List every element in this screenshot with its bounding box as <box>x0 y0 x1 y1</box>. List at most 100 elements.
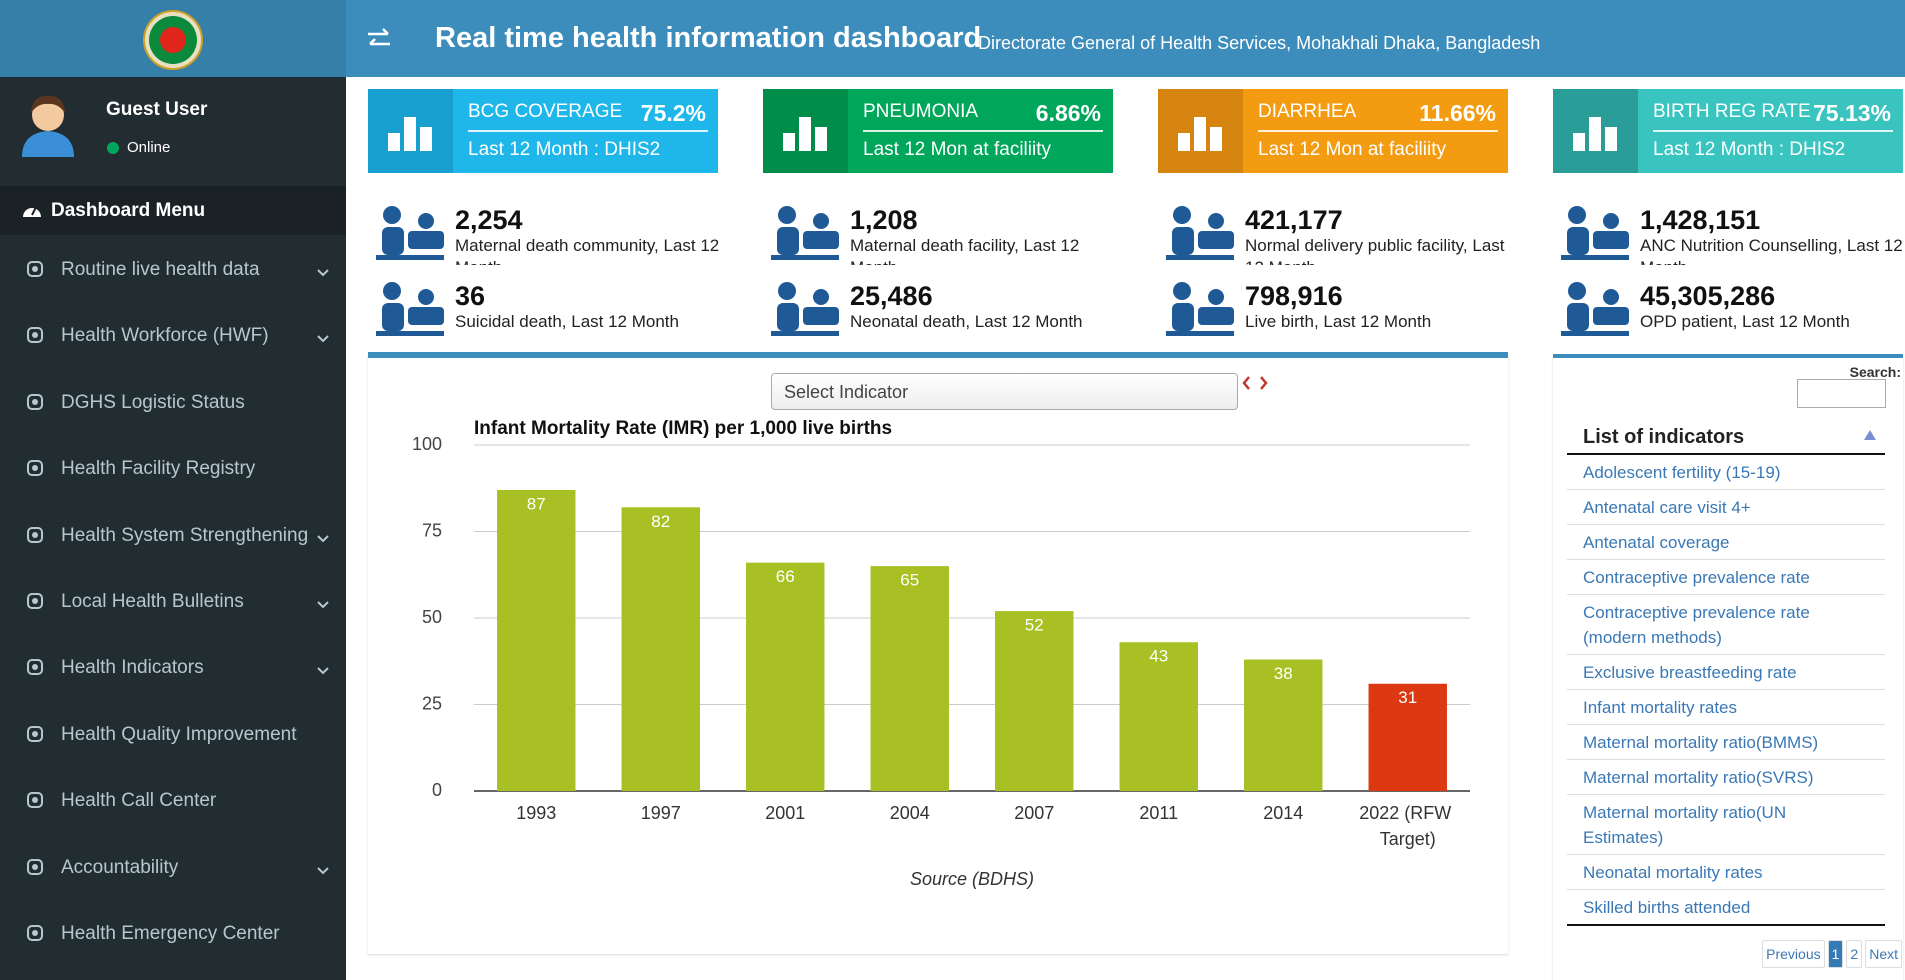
menu-item[interactable]: Health Workforce (HWF) <box>0 311 346 359</box>
indicator-item[interactable]: Exclusive breastfeeding rate <box>1567 655 1885 690</box>
menu-header: Dashboard Menu <box>0 186 346 235</box>
stat-icon <box>1162 277 1238 341</box>
stat-label: OPD patient, Last 12 Month <box>1640 311 1905 333</box>
search-label: Search: <box>1850 364 1901 380</box>
stat-icon <box>1557 277 1633 346</box>
x-axis-label: Source (BDHS) <box>910 869 1034 889</box>
info-box-label: DIARRHEA <box>1258 101 1356 123</box>
indicator-item[interactable]: Maternal mortality ratio(BMMS) <box>1567 725 1885 760</box>
stat-icon <box>767 201 843 265</box>
indicator-item[interactable]: Contraceptive prevalence rate <box>1567 560 1885 595</box>
menu-item[interactable]: Health System Strengthening <box>0 511 346 559</box>
header: Real time health information dashboard D… <box>346 0 1905 77</box>
indicator-item[interactable]: Maternal mortality ratio(SVRS) <box>1567 760 1885 795</box>
toggle-icon[interactable] <box>366 28 392 50</box>
stat-value: 1,208 <box>850 205 918 236</box>
box-icon <box>1571 109 1621 158</box>
menu-item[interactable]: Health Quality Improvement <box>0 710 346 758</box>
box-icon <box>1176 109 1226 158</box>
info-box-value: 6.86% <box>1036 100 1101 127</box>
menu-item[interactable]: Local Health Bulletins <box>0 577 346 625</box>
box-icon <box>386 109 436 153</box>
menu-item[interactable]: Health Call Center <box>0 776 346 824</box>
chevron <box>316 534 330 544</box>
box-icon <box>1176 109 1226 153</box>
search-input[interactable] <box>1797 379 1886 408</box>
menu-item[interactable]: DGHS Logistic Status <box>0 378 346 426</box>
menu-item[interactable]: Routine live health data <box>0 245 346 293</box>
indicator-panel: Search: List of indicators Adolescent fe… <box>1553 354 1903 980</box>
stat-icon <box>372 277 448 341</box>
x-tick-label: 2011 <box>1139 803 1178 823</box>
indicator-item[interactable]: Antenatal care visit 4+ <box>1567 490 1885 525</box>
menu-icon <box>26 924 44 947</box>
menu-icon <box>26 725 44 743</box>
progress-bar <box>468 130 708 132</box>
bar <box>497 490 575 791</box>
stat-label: Normal delivery public facility, Last 12… <box>1245 235 1515 265</box>
info-box-value: 75.2% <box>641 100 706 127</box>
stat-value: 421,177 <box>1245 205 1343 236</box>
stat-icon <box>1557 277 1633 341</box>
bar <box>995 611 1073 791</box>
menu-icon <box>26 858 44 881</box>
indicator-item[interactable]: Neonatal mortality rates <box>1567 855 1885 890</box>
page-button[interactable]: 2 <box>1846 940 1862 968</box>
status-dot <box>107 142 119 154</box>
indicator-item[interactable]: Infant mortality rates <box>1567 690 1885 725</box>
y-tick-label: 0 <box>432 780 442 800</box>
menu-label: Health Emergency Center <box>61 923 280 945</box>
menu-icon <box>26 791 44 814</box>
value-label: 82 <box>651 512 670 531</box>
stat-value: 45,305,286 <box>1640 281 1775 312</box>
page-button[interactable]: Next <box>1865 940 1902 968</box>
indicator-item[interactable]: Adolescent fertility (15-19) <box>1567 455 1885 490</box>
chart: Infant Mortality Rate (IMR) per 1,000 li… <box>368 354 1508 954</box>
menu-label: Health Quality Improvement <box>61 724 297 746</box>
page-button[interactable]: Previous <box>1762 940 1824 968</box>
menu-label: Routine live health data <box>61 259 260 281</box>
box-icon <box>1571 109 1621 153</box>
indicator-item[interactable]: Contraceptive prevalence rate (modern me… <box>1567 595 1885 655</box>
indicator-item[interactable]: Skilled births attended <box>1567 890 1885 926</box>
page-button[interactable]: 1 <box>1828 940 1844 968</box>
x-tick-label: 1997 <box>641 803 681 823</box>
chevron <box>316 268 330 278</box>
stat-icon <box>1162 277 1238 346</box>
info-box: DIARRHEA11.66%Last 12 Mon at faciliity <box>1158 89 1508 173</box>
y-tick-label: 50 <box>422 607 442 627</box>
menu-label: DGHS Logistic Status <box>61 392 245 414</box>
stat-label: ANC Nutrition Counselling, Last 12 Month <box>1640 235 1905 265</box>
menu-icon <box>26 858 44 876</box>
stats-divider <box>368 352 1508 354</box>
x-tick-label: 2001 <box>765 803 805 823</box>
menu-item[interactable]: Health Emergency Center <box>0 909 346 957</box>
menu-item[interactable]: Accountability <box>0 843 346 891</box>
indicator-item[interactable]: Antenatal coverage <box>1567 525 1885 560</box>
menu-label: Health Workforce (HWF) <box>61 325 269 347</box>
info-box-value: 11.66% <box>1419 100 1496 127</box>
sidebar: Guest User Online Dashboard Menu Routine… <box>0 77 346 980</box>
logo-bar <box>0 0 346 77</box>
stat-value: 798,916 <box>1245 281 1343 312</box>
stat-icon <box>767 277 843 346</box>
info-box-label: PNEUMONIA <box>863 101 978 123</box>
menu-item[interactable]: Health Facility Registry <box>0 444 346 492</box>
list-title: List of indicators <box>1583 426 1744 449</box>
menu-icon <box>26 924 44 942</box>
chart-title: Infant Mortality Rate (IMR) per 1,000 li… <box>474 418 892 439</box>
chevron <box>316 334 330 344</box>
menu-icon <box>26 658 44 676</box>
stat-icon <box>1557 201 1633 265</box>
box-icon <box>386 109 436 158</box>
menu-item[interactable]: Health Indicators <box>0 643 346 691</box>
chevron <box>316 866 330 876</box>
list-header[interactable]: List of indicators <box>1567 420 1885 455</box>
x-tick-label: 2022 (RFW Target) <box>1359 803 1456 849</box>
indicator-item[interactable]: Maternal mortality ratio(UN Estimates) <box>1567 795 1885 855</box>
menu-title: Dashboard Menu <box>51 200 205 222</box>
menu-icon <box>26 260 44 283</box>
menu-label: Health Facility Registry <box>61 458 255 480</box>
